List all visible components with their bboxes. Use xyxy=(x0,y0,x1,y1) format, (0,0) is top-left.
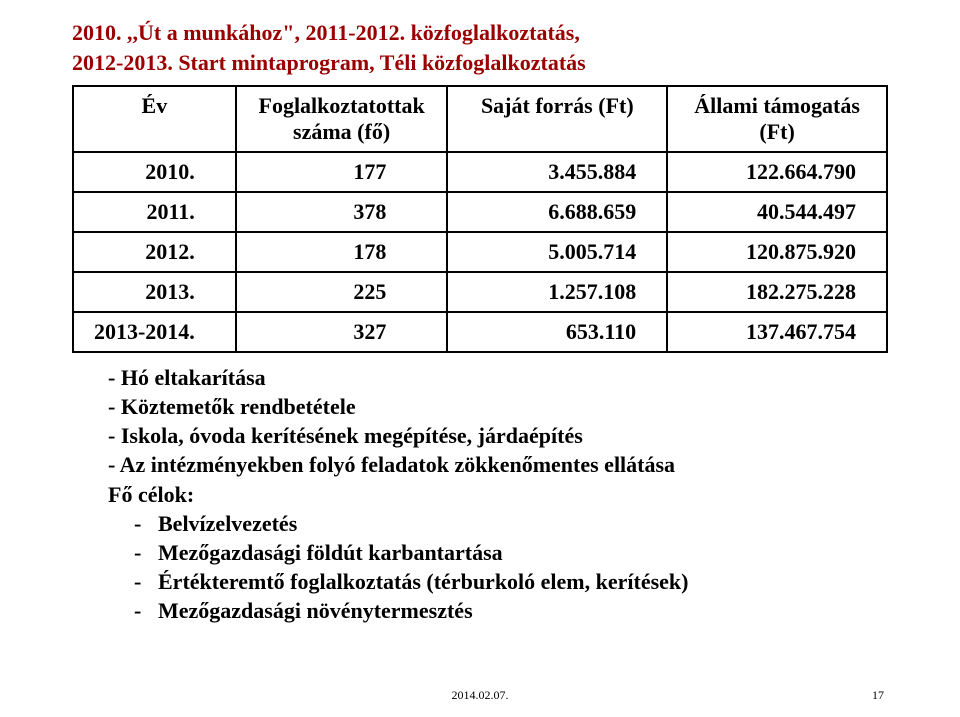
cell-at: 120.875.920 xyxy=(667,232,887,272)
slide-title: 2010. ,,Út a munkához", 2011-2012. közfo… xyxy=(72,18,888,77)
cell-sf: 653.110 xyxy=(447,312,667,352)
cell-sf: 3.455.884 xyxy=(447,152,667,192)
sub-bullet-item: Értékteremtő foglalkoztatás (térburkoló … xyxy=(134,567,888,596)
header-fo: Foglalkoztatottak száma (fő) xyxy=(236,86,448,152)
cell-fo: 225 xyxy=(236,272,448,312)
table-row: 2010. 177 3.455.884 122.664.790 xyxy=(73,152,887,192)
cell-sf: 6.688.659 xyxy=(447,192,667,232)
cell-fo: 177 xyxy=(236,152,448,192)
cell-ev: 2013-2014. xyxy=(73,312,236,352)
cell-at: 40.544.497 xyxy=(667,192,887,232)
table-row: 2011. 378 6.688.659 40.544.497 xyxy=(73,192,887,232)
bullet-list: - Hó eltakarítása - Köztemetők rendbetét… xyxy=(72,363,888,624)
title-line-1: 2010. ,,Út a munkához", 2011-2012. közfo… xyxy=(72,20,580,45)
cell-ev: 2013. xyxy=(73,272,236,312)
sub-bullet-item: Mezőgazdasági földút karbantartása xyxy=(134,538,888,567)
header-ev: Év xyxy=(73,86,236,152)
header-sf: Saját forrás (Ft) xyxy=(447,86,667,152)
cell-ev: 2011. xyxy=(73,192,236,232)
cell-ev: 2012. xyxy=(73,232,236,272)
title-line-2: 2012-2013. Start mintaprogram, Téli közf… xyxy=(72,50,586,75)
table-header-row: Év Foglalkoztatottak száma (fő) Saját fo… xyxy=(73,86,887,152)
bullet-item: - Az intézményekben folyó feladatok zökk… xyxy=(72,450,888,479)
cell-ev: 2010. xyxy=(73,152,236,192)
sub-bullet-list: Belvízelvezetés Mezőgazdasági földút kar… xyxy=(72,509,888,625)
cell-sf: 5.005.714 xyxy=(447,232,667,272)
sub-bullet-item: Mezőgazdasági növénytermesztés xyxy=(134,596,888,625)
table-row: 2012. 178 5.005.714 120.875.920 xyxy=(73,232,887,272)
header-at: Állami támogatás (Ft) xyxy=(667,86,887,152)
table-row: 2013-2014. 327 653.110 137.467.754 xyxy=(73,312,887,352)
bullet-item: - Köztemetők rendbetétele xyxy=(72,392,888,421)
cell-sf: 1.257.108 xyxy=(447,272,667,312)
cell-fo: 378 xyxy=(236,192,448,232)
cell-fo: 178 xyxy=(236,232,448,272)
cell-at: 182.275.228 xyxy=(667,272,887,312)
data-table: Év Foglalkoztatottak száma (fő) Saját fo… xyxy=(72,85,888,353)
sub-heading: Fő célok: xyxy=(72,480,888,509)
bullet-item: - Hó eltakarítása xyxy=(72,363,888,392)
cell-at: 122.664.790 xyxy=(667,152,887,192)
cell-at: 137.467.754 xyxy=(667,312,887,352)
table-row: 2013. 225 1.257.108 182.275.228 xyxy=(73,272,887,312)
cell-fo: 327 xyxy=(236,312,448,352)
bullet-item: - Iskola, óvoda kerítésének megépítése, … xyxy=(72,421,888,450)
footer-date: 2014.02.07. xyxy=(452,688,509,703)
footer-page-number: 17 xyxy=(872,688,884,703)
sub-bullet-item: Belvízelvezetés xyxy=(134,509,888,538)
